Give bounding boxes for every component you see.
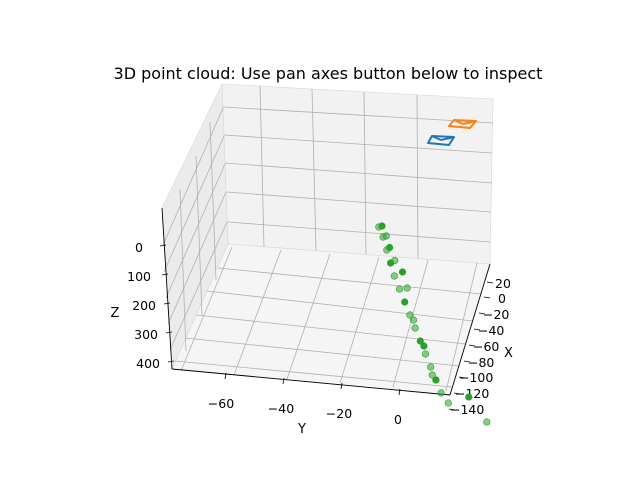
x-tick-marks — [448, 281, 494, 411]
y-tick-marks — [224, 372, 401, 396]
x-tick-label: −20 — [483, 307, 509, 322]
chart-title: 3D point cloud: Use pan axes button belo… — [114, 64, 543, 83]
x-tick-label: −120 — [455, 386, 489, 401]
scatter-point — [432, 376, 440, 384]
scatter-point — [398, 268, 407, 276]
scatter-point — [437, 389, 445, 397]
scatter-point — [406, 311, 414, 319]
scatter-point — [483, 418, 491, 426]
x-axis-label: X — [504, 346, 513, 361]
z-tick-label: 400 — [136, 356, 160, 371]
y-axis-line — [171, 368, 451, 396]
scatter-point — [390, 272, 398, 280]
z-tick-label: 100 — [127, 269, 151, 284]
camera-frustum — [448, 119, 477, 129]
z-axis-label: Z — [111, 306, 120, 321]
z-axis-line — [161, 207, 173, 370]
x-tick-label: 0 — [498, 291, 506, 306]
scatter-point — [395, 285, 404, 293]
y-tick-label: −20 — [326, 406, 352, 421]
back-pane — [221, 83, 494, 265]
scatter-point — [382, 232, 390, 240]
scatter-point — [386, 243, 394, 252]
scatter-point — [420, 342, 428, 350]
x-tick-label: 20 — [495, 276, 511, 291]
x-tick-label: −60 — [473, 339, 499, 354]
y-tick-label: −40 — [268, 401, 294, 416]
scatter-points — [375, 222, 491, 426]
scatter-point — [391, 256, 399, 265]
scatter-point — [427, 363, 435, 371]
scatter-point — [416, 337, 424, 345]
z-tick-label: 200 — [132, 298, 156, 313]
x-tick-label: −100 — [459, 370, 493, 385]
scatter-point — [401, 298, 409, 306]
y-axis-label: Y — [297, 422, 306, 437]
scatter-point — [409, 316, 418, 324]
z-tick-label: 300 — [134, 327, 158, 342]
x-tick-label: −140 — [450, 402, 484, 417]
scatter-point — [428, 371, 436, 379]
scatter-point — [465, 393, 473, 401]
y-tick-label: −60 — [208, 396, 234, 411]
scatter-point — [421, 350, 430, 358]
z-tick-label: 0 — [135, 240, 143, 255]
scatter-point — [403, 284, 411, 292]
x-tick-label: −40 — [478, 323, 504, 338]
scatter-point — [375, 223, 383, 231]
z-tick-marks — [159, 244, 175, 363]
grid — [162, 85, 494, 392]
camera-frustum — [427, 135, 455, 146]
scatter-point — [444, 399, 452, 407]
x-tick-label: −80 — [468, 355, 494, 370]
y-tick-label: 0 — [394, 412, 402, 427]
x-axis-line — [449, 263, 491, 396]
floor-pane — [171, 243, 491, 396]
scatter-point — [411, 324, 419, 332]
